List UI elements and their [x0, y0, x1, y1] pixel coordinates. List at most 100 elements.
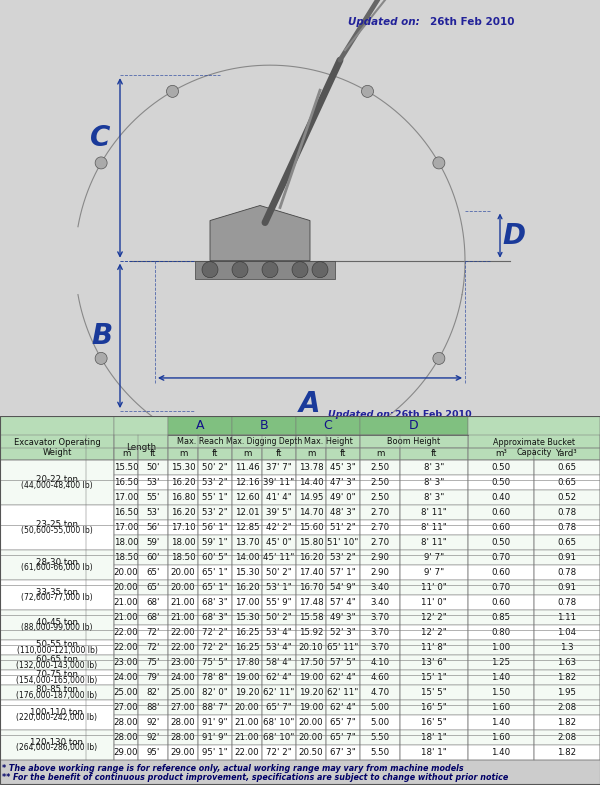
Text: 3.40: 3.40	[370, 583, 389, 592]
Text: ft: ft	[276, 450, 282, 458]
Bar	[400, 700, 468, 715]
Bar	[326, 700, 360, 715]
Text: Updated on:: Updated on:	[328, 410, 394, 419]
Bar	[296, 460, 326, 475]
Text: 13' 6": 13' 6"	[421, 658, 447, 667]
Bar	[114, 655, 138, 670]
Text: 56' 1": 56' 1"	[202, 523, 228, 532]
Text: 1.3: 1.3	[560, 643, 574, 652]
Bar	[114, 610, 138, 625]
Text: 1.50: 1.50	[491, 688, 511, 697]
Text: 0.40: 0.40	[491, 493, 511, 502]
Bar	[468, 655, 534, 670]
Text: 24.00: 24.00	[170, 673, 196, 682]
Text: 15' 1": 15' 1"	[421, 673, 447, 682]
Bar	[232, 655, 262, 670]
Bar	[296, 416, 360, 435]
Bar	[138, 640, 168, 655]
Bar	[114, 715, 138, 730]
Bar	[198, 490, 232, 505]
Bar	[468, 550, 534, 565]
Text: m: m	[376, 450, 384, 458]
Text: (61,600-66,000 lb): (61,600-66,000 lb)	[21, 563, 93, 572]
Text: 15.80: 15.80	[299, 538, 323, 547]
Text: ft: ft	[340, 450, 346, 458]
Bar	[534, 535, 600, 550]
Bar	[468, 730, 534, 745]
Bar	[168, 745, 198, 760]
Text: 0.50: 0.50	[491, 478, 511, 487]
Bar	[195, 261, 335, 279]
Text: 8' 3": 8' 3"	[424, 493, 444, 502]
Bar	[400, 580, 468, 595]
Text: 16.20: 16.20	[299, 553, 323, 562]
Bar	[400, 475, 468, 490]
Text: 14.95: 14.95	[299, 493, 323, 502]
Text: 68' 10": 68' 10"	[263, 718, 295, 727]
Bar	[534, 685, 600, 700]
Text: 12.01: 12.01	[235, 508, 259, 517]
Text: 82': 82'	[146, 688, 160, 697]
Bar	[326, 535, 360, 550]
Bar	[360, 625, 400, 640]
Bar	[168, 416, 232, 435]
Bar	[114, 730, 138, 745]
Text: 20.00: 20.00	[113, 568, 139, 577]
Text: 0.91: 0.91	[557, 583, 577, 592]
Bar	[326, 640, 360, 655]
Text: Yard³: Yard³	[556, 450, 578, 458]
Text: 20.00: 20.00	[170, 583, 196, 592]
Bar	[296, 640, 326, 655]
Text: 4.60: 4.60	[370, 673, 389, 682]
Text: 12.85: 12.85	[235, 523, 259, 532]
Bar	[138, 625, 168, 640]
Bar	[468, 460, 534, 475]
Bar	[360, 550, 400, 565]
Text: 65': 65'	[146, 568, 160, 577]
Text: 28.00: 28.00	[170, 733, 196, 742]
Text: 17.00: 17.00	[235, 598, 259, 607]
Bar	[400, 505, 468, 520]
Text: ft: ft	[431, 450, 437, 458]
Text: 12.16: 12.16	[235, 478, 259, 487]
Bar	[262, 685, 296, 700]
Bar	[168, 490, 198, 505]
Bar	[534, 625, 600, 640]
Text: 22.00: 22.00	[170, 643, 196, 652]
Circle shape	[95, 352, 107, 364]
Bar	[138, 550, 168, 565]
Bar	[198, 460, 232, 475]
Text: 15.60: 15.60	[299, 523, 323, 532]
Bar	[138, 535, 168, 550]
Text: 15' 5": 15' 5"	[421, 688, 447, 697]
Bar	[534, 475, 600, 490]
Bar	[360, 565, 400, 580]
Bar	[198, 520, 232, 535]
Text: 5.50: 5.50	[370, 733, 389, 742]
Text: 16.20: 16.20	[170, 508, 196, 517]
Bar	[400, 655, 468, 670]
Text: Updated on:: Updated on:	[348, 17, 420, 27]
Bar	[360, 745, 400, 760]
Text: 22.00: 22.00	[235, 748, 259, 757]
Bar	[198, 670, 232, 685]
Bar	[468, 670, 534, 685]
Bar	[534, 460, 600, 475]
Text: 20.50: 20.50	[299, 748, 323, 757]
Text: 53' 4": 53' 4"	[266, 643, 292, 652]
Text: 57' 4": 57' 4"	[330, 598, 356, 607]
Bar	[326, 475, 360, 490]
Text: 59' 1": 59' 1"	[202, 538, 228, 547]
Bar	[0, 655, 114, 670]
Text: 20.00: 20.00	[299, 733, 323, 742]
Text: 33-35 ton: 33-35 ton	[36, 588, 78, 597]
Text: ** For the benefit of continuous product improvement, specifications are subject: ** For the benefit of continuous product…	[2, 773, 508, 782]
Bar	[0, 505, 114, 550]
Bar	[400, 565, 468, 580]
Bar	[262, 640, 296, 655]
Text: 51' 10": 51' 10"	[328, 538, 359, 547]
Text: 13.78: 13.78	[299, 463, 323, 472]
Bar	[168, 700, 198, 715]
Text: 18.50: 18.50	[113, 553, 139, 562]
Bar	[198, 610, 232, 625]
